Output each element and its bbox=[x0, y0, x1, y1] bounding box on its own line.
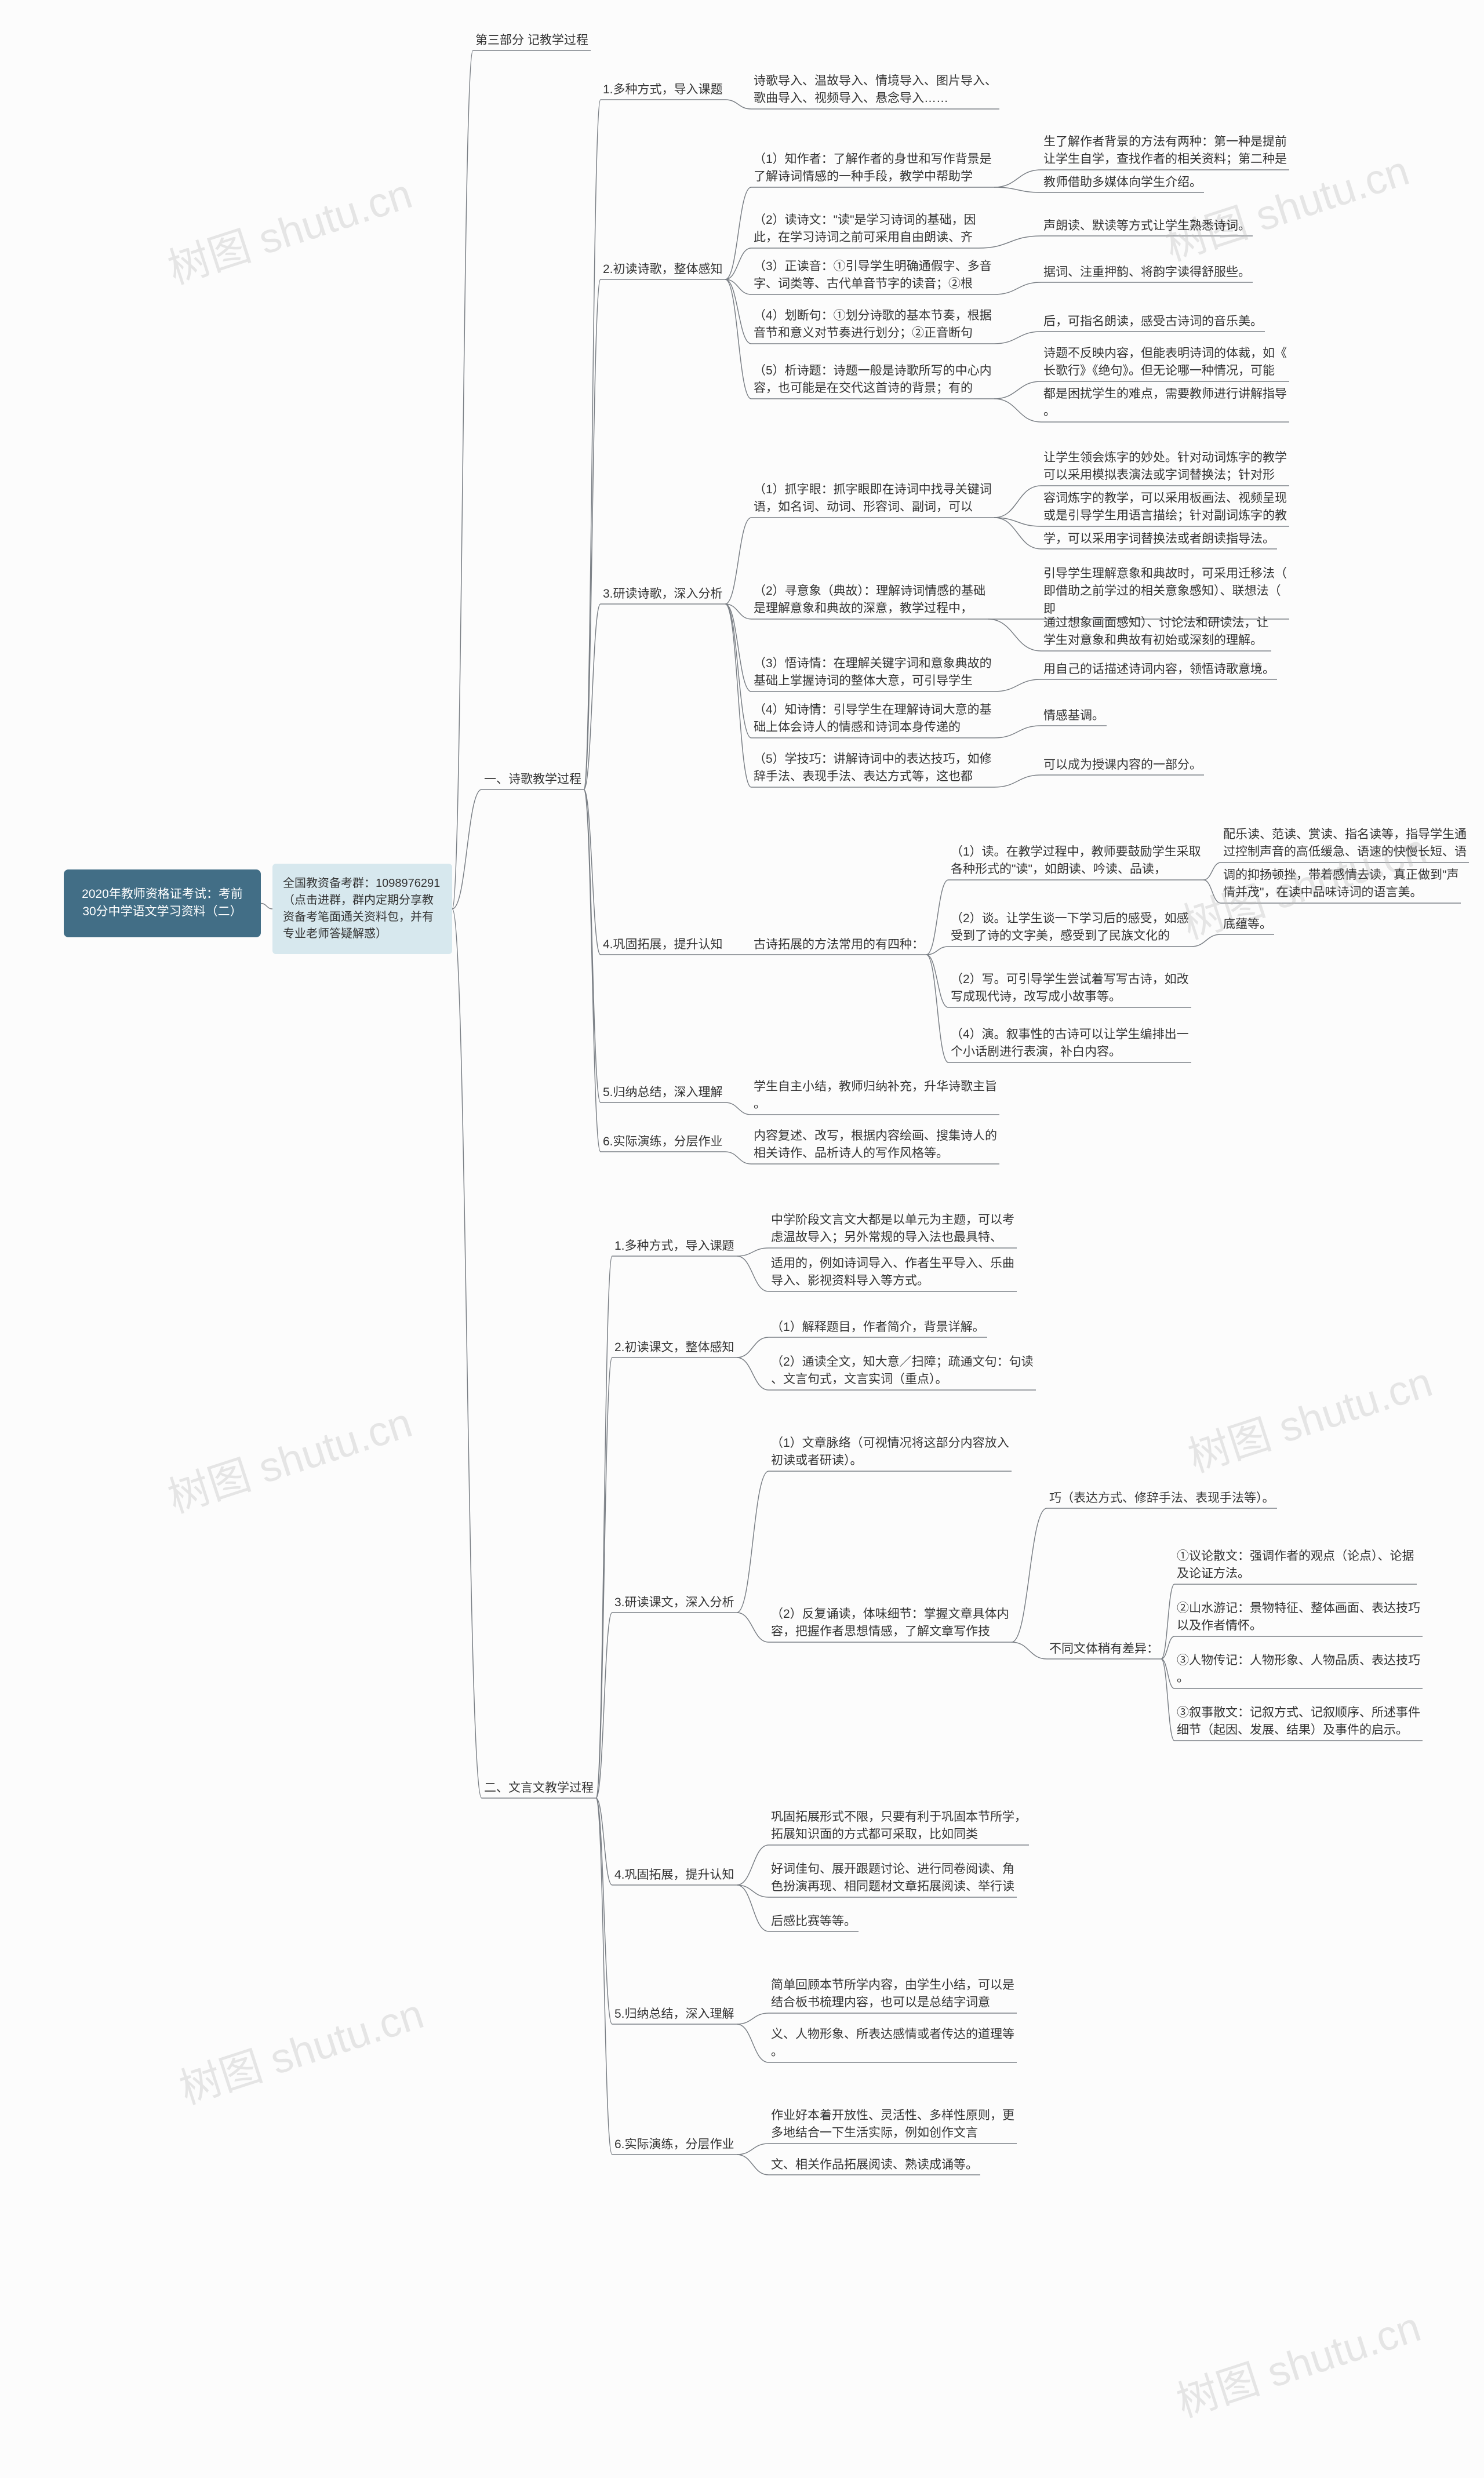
level-2: （2）读诗文："读"是学习诗词的基础，因 此，在学习诗词之前可采用自由朗读、齐 bbox=[754, 212, 976, 247]
level-2: 作业好本着开放性、灵活性、多样性原则，更 多地结合一下生活实际，例如创作文言 bbox=[771, 2107, 1014, 2142]
root-node: 2020年教师资格证考试：考前30分中学语文学习资料（二） bbox=[64, 869, 261, 937]
watermark: 树图 shutu.cn bbox=[159, 159, 418, 296]
level-3: 教师借助多媒体向学生介绍。 bbox=[1043, 174, 1202, 191]
level-2: （2）反复诵读，体味细节：掌握文章具体内 容，把握作者思想情感，了解文章写作技 bbox=[771, 1606, 1009, 1641]
level-4: ③叙事散文：记叙方式、记叙顺序、所述事件 细节（起因、发展、结果）及事件的启示。 bbox=[1177, 1704, 1420, 1740]
level-1: 2.初读诗歌，整体感知 bbox=[603, 261, 723, 278]
level-3: （4）演。叙事性的古诗可以让学生编排出一 个小话剧进行表演，补白内容。 bbox=[951, 1026, 1189, 1061]
watermark: 树图 shutu.cn bbox=[1167, 2293, 1427, 2429]
level-2: （1）抓字眼：抓字眼即在诗词中找寻关键词 语，如名词、动词、形容词、副词，可以 bbox=[754, 481, 992, 516]
level-1: 4.巩固拓展，提升认知 bbox=[614, 1866, 734, 1884]
level-3: 都是困扰学生的难点，需要教师进行讲解指导 。 bbox=[1043, 385, 1287, 421]
level-3: （2）写。可引导学生尝试着写写古诗，如改 写成现代诗，改写成小故事等。 bbox=[951, 971, 1189, 1006]
level-2: 巩固拓展形式不限，只要有利于巩固本节所学， 拓展知识面的方式都可采取，比如同类 bbox=[771, 1809, 1027, 1844]
level-1: 3.研读课文，深入分析 bbox=[614, 1594, 734, 1611]
level-2: 适用的，例如诗词导入、作者生平导入、乐曲 导入、影视资料导入等方式。 bbox=[771, 1255, 1014, 1290]
level-2: （4）划断句：①划分诗歌的基本节奏，根据 音节和意义对节奏进行划分；②正音断句 bbox=[754, 307, 992, 343]
level-3: 学，可以采用字词替换法或者朗读指导法。 bbox=[1043, 530, 1275, 548]
level-2: 简单回顾本节所学内容，由学生小结，可以是 结合板书梳理内容，也可以是总结字词意 bbox=[771, 1977, 1014, 2012]
level-3: 情感基调。 bbox=[1043, 707, 1104, 725]
level-2: 好词佳句、展开跟题讨论、进行同卷阅读、角 色扮演再现、相同题材文章拓展阅读、举行… bbox=[771, 1861, 1014, 1896]
level-2: （2）寻意象（典故）：理解诗词情感的基础 是理解意象和典故的深意，教学过程中， bbox=[754, 583, 985, 618]
level-2: （5）学技巧：讲解诗词中的表达技巧，如修 辞手法、表现手法、表达方式等，这也都 bbox=[754, 751, 992, 786]
level-4: ③人物传记：人物形象、人物品质、表达技巧 。 bbox=[1177, 1652, 1420, 1687]
level-4: ②山水游记：景物特征、整体画面、表达技巧 以及作者情怀。 bbox=[1177, 1600, 1420, 1635]
level-1: 5.归纳总结，深入理解 bbox=[603, 1084, 723, 1101]
level-2: （1）知作者：了解作者的身世和写作背景是 了解诗词情感的一种手段，教学中帮助学 bbox=[754, 151, 992, 186]
level-3: 不同文体稍有差异： bbox=[1049, 1640, 1159, 1658]
level-3: 引导学生理解意象和典故时，可采用迁移法（ 即借助之前学过的相关意象感知）、联想法… bbox=[1043, 565, 1287, 618]
level-2: （1）解释题目，作者简介，背景详解。 bbox=[771, 1319, 985, 1336]
level-3: 生了解作者背景的方法有两种：第一种是提前 让学生自学，查找作者的相关资料；第二种… bbox=[1043, 133, 1287, 169]
level-3: 后，可指名朗读，感受古诗词的音乐美。 bbox=[1043, 313, 1263, 330]
level-3: 巧（表达方式、修辞手法、表现手法等）。 bbox=[1049, 1490, 1275, 1507]
level-3: （2）谈。让学生谈一下学习后的感受，如感 受到了诗的文字美，感受到了民族文化的 bbox=[951, 910, 1189, 945]
level-4: 调的抑扬顿挫，带着感情去读，真正做到"声 情并茂"，在读中品味诗词的语言美。 bbox=[1223, 867, 1458, 902]
level-1: 6.实际演练，分层作业 bbox=[614, 2136, 734, 2153]
level-4: 底蕴等。 bbox=[1223, 916, 1272, 933]
section-header: 第三部分 记教学过程 bbox=[475, 32, 588, 49]
branch-label: 二、文言文教学过程 bbox=[484, 1780, 594, 1797]
level-3: 通过想象画面感知）、讨论法和研读法，让 学生对意象和典故有初始或深刻的理解。 bbox=[1043, 614, 1269, 650]
watermark: 树图 shutu.cn bbox=[1179, 1348, 1438, 1484]
level-1: 6.实际演练，分层作业 bbox=[603, 1133, 723, 1151]
level-1: 2.初读课文，整体感知 bbox=[614, 1339, 734, 1356]
level-1: 5.归纳总结，深入理解 bbox=[614, 2006, 734, 2023]
level-3: 诗题不反映内容，但能表明诗词的体裁，如《 长歌行》《绝句》。但无论哪一种情况，可… bbox=[1043, 345, 1287, 380]
level-2: 中学阶段文言文大都是以单元为主题，可以考 虑温故导入；另外常规的导入法也最具特、 bbox=[771, 1211, 1014, 1247]
level-3: 声朗读、默读等方式让学生熟悉诗词。 bbox=[1043, 217, 1250, 235]
level-4: 配乐读、范读、赏读、指名读等，指导学生通 过控制声音的高低缓急、语速的快慢长短、… bbox=[1223, 826, 1467, 861]
watermark: 树图 shutu.cn bbox=[170, 1980, 430, 2116]
level-2: （4）知诗情：引导学生在理解诗词大意的基 础上体会诗人的情感和诗词本身传递的 bbox=[754, 701, 992, 737]
level-2: （3）悟诗情：在理解关键字词和意象典故的 基础上掌握诗词的整体大意，可引导学生 bbox=[754, 655, 992, 690]
level-2: 诗歌导入、温故导入、情境导入、图片导入、 歌曲导入、视频导入、悬念导入…… bbox=[754, 72, 997, 108]
level-3: 据词、注重押韵、将韵字读得舒服些。 bbox=[1043, 264, 1250, 281]
level-2: （3）正读音：①引导学生明确通假字、多音 字、词类等、古代单音节字的读音；②根 bbox=[754, 258, 992, 293]
level-4: ①议论散文：强调作者的观点（论点）、论据 及论证方法。 bbox=[1177, 1548, 1414, 1583]
branch-label: 一、诗歌教学过程 bbox=[484, 771, 581, 788]
level-3: （1）读。在教学过程中，教师要鼓励学生采取 各种形式的"读"，如朗读、吟读、品读… bbox=[951, 843, 1201, 879]
level-2: （5）析诗题：诗题一般是诗歌所写的中心内 容，也可能是在交代这首诗的背景；有的 bbox=[754, 362, 992, 398]
watermark: 树图 shutu.cn bbox=[159, 1388, 418, 1524]
level-3: 可以成为授课内容的一部分。 bbox=[1043, 756, 1202, 774]
level-1: 1.多种方式，导入课题 bbox=[603, 81, 723, 99]
level-1: 4.巩固拓展，提升认知 bbox=[603, 936, 723, 954]
level-3: 用自己的话描述诗词内容，领悟诗歌意境。 bbox=[1043, 661, 1275, 678]
level-1: 1.多种方式，导入课题 bbox=[614, 1238, 734, 1255]
level-2: 学生自主小结，教师归纳补充，升华诗歌主旨 。 bbox=[754, 1078, 997, 1114]
level-1: 3.研读诗歌，深入分析 bbox=[603, 585, 723, 603]
level-2: 内容复述、改写，根据内容绘画、搜集诗人的 相关诗作、品析诗人的写作风格等。 bbox=[754, 1127, 997, 1163]
level-2: 义、人物形象、所表达感情或者传达的道理等 。 bbox=[771, 2026, 1014, 2061]
level-3: 容词炼字的教学，可以采用板画法、视频呈现 或是引导学生用语言描绘；针对副词炼字的… bbox=[1043, 490, 1287, 525]
level-2: 文、相关作品拓展阅读、熟读成诵等。 bbox=[771, 2156, 978, 2174]
level-3: 让学生领会炼字的妙处。针对动词炼字的教学 可以采用模拟表演法或字词替换法；针对形 bbox=[1043, 449, 1287, 485]
level-2: （1）文章脉络（可视情况将这部分内容放入 初读或者研读）。 bbox=[771, 1435, 1009, 1470]
level-2: 后感比赛等等。 bbox=[771, 1913, 856, 1930]
level-2: （2）通读全文，知大意／扫障；疏通文句：句读 、文言句式，文言实词（重点）。 bbox=[771, 1353, 1034, 1389]
level-2: 古诗拓展的方法常用的有四种： bbox=[754, 936, 924, 954]
sub-node: 全国教资备考群：1098976291（点击进群，群内定期分享教资备考笔面通关资料… bbox=[272, 864, 452, 954]
